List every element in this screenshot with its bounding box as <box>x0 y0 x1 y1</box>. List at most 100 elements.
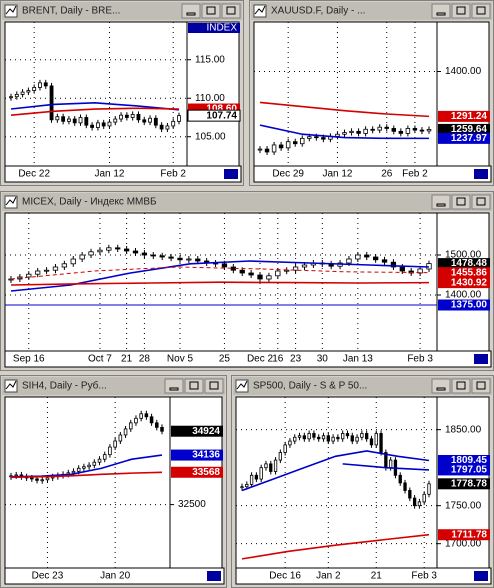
window-button[interactable] <box>221 3 241 19</box>
candle-body <box>92 461 97 466</box>
candle-body <box>321 137 326 140</box>
window-button-glyph <box>456 381 466 390</box>
candle-body <box>356 130 361 134</box>
candle-body <box>88 251 94 256</box>
candle-body <box>422 493 426 503</box>
window-button[interactable] <box>181 3 201 19</box>
candle-body <box>278 452 283 461</box>
candle-body <box>288 440 292 446</box>
candle-body <box>30 477 34 480</box>
candle-body <box>45 477 50 481</box>
candle-body <box>390 261 397 268</box>
candle-body <box>349 130 354 133</box>
candle-body <box>168 256 174 259</box>
price-tag <box>438 299 490 311</box>
candle-body <box>123 248 130 252</box>
window-button-glyph <box>476 197 486 206</box>
date-axis <box>235 567 492 585</box>
candle-body <box>26 273 32 278</box>
candle-body <box>249 474 254 485</box>
candle-body <box>259 467 263 480</box>
candle-body <box>195 258 201 262</box>
candle-body <box>377 126 382 131</box>
candle-body <box>106 247 112 251</box>
window-button[interactable] <box>431 194 451 210</box>
candle-body <box>398 130 404 134</box>
window-icon-line <box>5 196 17 206</box>
candle-body <box>49 85 54 121</box>
candle-body <box>374 433 378 446</box>
window-button[interactable] <box>201 3 221 19</box>
moving-average <box>259 101 430 118</box>
candle-body <box>336 436 340 440</box>
window-button[interactable] <box>471 194 491 210</box>
window-button[interactable] <box>471 378 491 394</box>
window-button[interactable] <box>431 378 451 394</box>
price-tag-label: 1237.97 <box>451 133 488 144</box>
price-tag-label: 107.74 <box>206 110 237 121</box>
y-tick-label: 1850.00 <box>445 424 482 435</box>
scroll-button[interactable] <box>224 169 238 179</box>
candle-body <box>264 463 268 469</box>
window-button[interactable] <box>451 194 471 210</box>
candle-body <box>153 117 158 126</box>
price-tag-label: 1430.92 <box>451 277 488 288</box>
candle-body <box>40 479 45 482</box>
price-axis <box>436 21 490 167</box>
candle-body <box>142 119 147 123</box>
candle-body <box>269 463 273 472</box>
window-button[interactable] <box>451 378 471 394</box>
chart-window: SP500, Daily - S & P 50... 1700.00 1750.00… <box>231 375 494 588</box>
candle-body <box>134 417 138 424</box>
scroll-button[interactable] <box>207 571 221 581</box>
candle-body <box>79 254 85 260</box>
candle-body <box>417 501 422 507</box>
candle-body <box>119 114 123 120</box>
window-button[interactable] <box>431 3 451 19</box>
candle-body <box>372 256 379 261</box>
candle-body <box>97 458 102 463</box>
scroll-button[interactable] <box>474 354 488 364</box>
candle-body <box>297 435 302 438</box>
window-icon-line <box>254 5 266 15</box>
price-axis <box>169 396 223 569</box>
price-tag-label: 1375.00 <box>451 300 488 311</box>
candle-body <box>139 413 143 419</box>
y-tick-label: 1750.00 <box>445 500 482 511</box>
candle-body <box>266 275 272 280</box>
candle-body <box>398 474 402 484</box>
window-button[interactable] <box>471 3 491 19</box>
candle-body <box>38 82 42 88</box>
x-tick-label: Jan 2 <box>316 571 341 582</box>
candle-body <box>321 435 326 440</box>
y-tick-label: 105.00 <box>195 131 226 142</box>
candle-body <box>71 470 76 474</box>
candle-body <box>90 124 95 128</box>
price-tag <box>171 425 223 437</box>
candle-body <box>113 440 117 448</box>
candle-body <box>312 433 316 438</box>
x-tick-label: 25 <box>219 354 231 365</box>
y-tick-label: 1400.00 <box>445 290 482 301</box>
candle-body <box>14 93 19 98</box>
y-tick-label: 115.00 <box>195 54 225 65</box>
y-tick-label: 1400.00 <box>445 66 482 77</box>
window-button[interactable] <box>204 378 224 394</box>
candle-body <box>283 444 287 453</box>
scroll-button[interactable] <box>474 169 488 179</box>
axis-caption-bg <box>188 23 240 33</box>
candle-body <box>101 122 106 127</box>
candle-body <box>301 264 308 268</box>
x-tick-label: Feb 2 <box>402 169 428 180</box>
candle-body <box>108 446 112 456</box>
window-button[interactable] <box>184 378 204 394</box>
window-button[interactable] <box>451 3 471 19</box>
moving-average <box>241 450 430 492</box>
x-tick-label: Jan 12 <box>322 169 352 180</box>
candle-body <box>35 270 41 275</box>
candle-body <box>405 128 411 134</box>
scroll-button[interactable] <box>474 571 488 581</box>
window-button[interactable] <box>164 378 184 394</box>
window-button-glyph <box>476 6 486 15</box>
price-tag <box>438 464 490 476</box>
